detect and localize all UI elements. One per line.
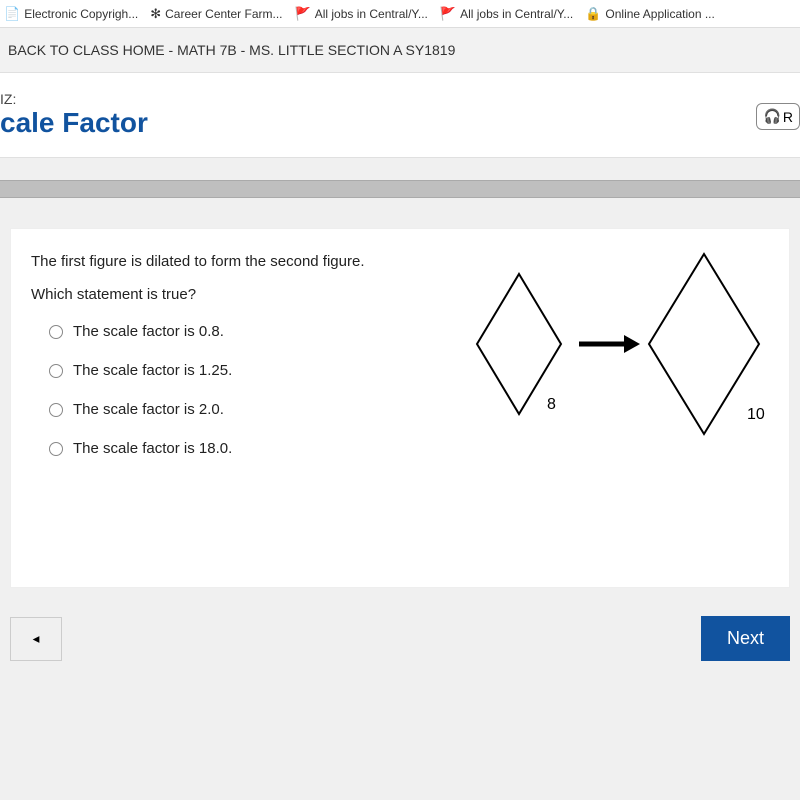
asterisk-icon: ✻ <box>150 6 161 22</box>
dilation-figure: 8 10 <box>449 249 779 449</box>
bookmark-item[interactable]: 🚩 All jobs in Central/Y... <box>295 6 428 22</box>
bookmark-item[interactable]: 🔒 Online Application ... <box>585 6 715 22</box>
question-panel: The first figure is dilated to form the … <box>10 228 790 588</box>
flag-icon: 🚩 <box>440 6 456 22</box>
nav-row: ◂ Next <box>10 616 790 661</box>
bookmark-item[interactable]: 🚩 All jobs in Central/Y... <box>440 6 573 22</box>
triangle-left-icon: ◂ <box>33 631 40 647</box>
headphones-icon: 🎧 <box>763 108 780 125</box>
option-label: The scale factor is 0.8. <box>73 323 224 340</box>
bookmark-label: Online Application ... <box>605 7 714 21</box>
quiz-title: cale Factor <box>0 107 800 139</box>
radio-icon[interactable] <box>49 325 63 339</box>
option-label: The scale factor is 1.25. <box>73 362 232 379</box>
breadcrumb[interactable]: BACK TO CLASS HOME - MATH 7B - MS. LITTL… <box>0 28 800 73</box>
bookmarks-bar: 📄 Electronic Copyrigh... ✻ Career Center… <box>0 0 800 28</box>
svg-text:8: 8 <box>547 396 556 413</box>
figure-svg: 8 10 <box>449 249 779 449</box>
flag-icon: 🚩 <box>295 6 311 22</box>
radio-icon[interactable] <box>49 364 63 378</box>
bookmark-label: Electronic Copyrigh... <box>24 7 138 21</box>
read-label: R <box>783 109 793 125</box>
breadcrumb-text: BACK TO CLASS HOME - MATH 7B - MS. LITTL… <box>8 42 455 58</box>
next-button[interactable]: Next <box>701 616 790 661</box>
svg-text:10: 10 <box>747 406 765 423</box>
file-icon: 📄 <box>4 6 20 22</box>
bookmark-item[interactable]: 📄 Electronic Copyrigh... <box>4 6 138 22</box>
radio-icon[interactable] <box>49 403 63 417</box>
option-label: The scale factor is 2.0. <box>73 401 224 418</box>
bookmark-label: Career Center Farm... <box>165 7 282 21</box>
separator-bar <box>0 180 800 198</box>
bookmark-label: All jobs in Central/Y... <box>315 7 428 21</box>
quiz-label: IZ: <box>0 91 800 107</box>
option-label: The scale factor is 18.0. <box>73 440 232 457</box>
bookmark-item[interactable]: ✻ Career Center Farm... <box>150 6 282 22</box>
radio-icon[interactable] <box>49 442 63 456</box>
bookmark-label: All jobs in Central/Y... <box>460 7 573 21</box>
quiz-header: IZ: cale Factor 🎧 R <box>0 73 800 158</box>
read-aloud-button[interactable]: 🎧 R <box>756 103 800 130</box>
prev-button[interactable]: ◂ <box>10 617 62 661</box>
lock-icon: 🔒 <box>585 6 601 22</box>
